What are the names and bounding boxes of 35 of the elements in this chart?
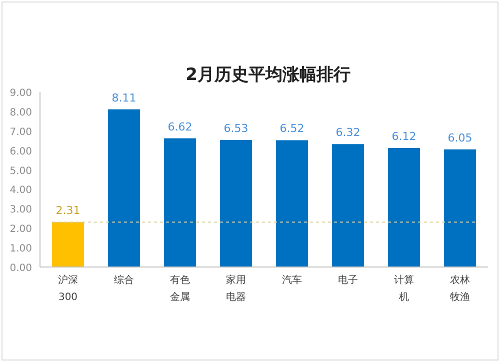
bar (444, 149, 476, 267)
y-tick-label: 7.00 (10, 126, 32, 138)
bar (164, 138, 196, 267)
data-label: 2.31 (56, 204, 80, 218)
y-tick-label: 0.00 (10, 263, 32, 274)
y-tick-label: 5.00 (10, 166, 32, 177)
x-tick-label: 沪深300 (58, 274, 78, 303)
y-tick-label: 6.00 (10, 146, 32, 158)
x-tick-label: 家用电器 (226, 274, 246, 303)
x-tick-label: 综合 (114, 274, 134, 286)
x-tick-label: 有色金属 (170, 274, 190, 303)
data-label: 6.05 (448, 131, 472, 144)
data-label: 6.52 (280, 122, 304, 136)
bar (108, 109, 140, 267)
y-tick-label: 3.00 (10, 204, 32, 216)
x-tick-label: 计算机 (394, 274, 414, 303)
y-tick-label: 2.00 (10, 224, 32, 236)
data-label: 8.11 (112, 91, 136, 104)
y-tick-label: 1.00 (10, 244, 32, 255)
bar (276, 140, 308, 267)
y-tick-label: 8.00 (10, 107, 32, 118)
x-tick-label: 农林牧渔 (450, 274, 470, 303)
data-label: 6.53 (224, 122, 248, 136)
bar (52, 222, 84, 267)
data-label: 6.12 (392, 130, 416, 143)
y-tick-label: 4.00 (10, 185, 32, 196)
bar (388, 148, 420, 267)
bar (332, 144, 364, 267)
x-tick-label: 汽车 (282, 274, 302, 286)
bar (220, 140, 252, 267)
data-label: 6.32 (336, 126, 360, 140)
x-tick-label: 电子 (338, 274, 358, 286)
data-label: 6.62 (168, 120, 192, 134)
chart-title: 2月历史平均涨幅排行 (186, 65, 350, 85)
y-tick-label: 9.00 (10, 88, 32, 99)
